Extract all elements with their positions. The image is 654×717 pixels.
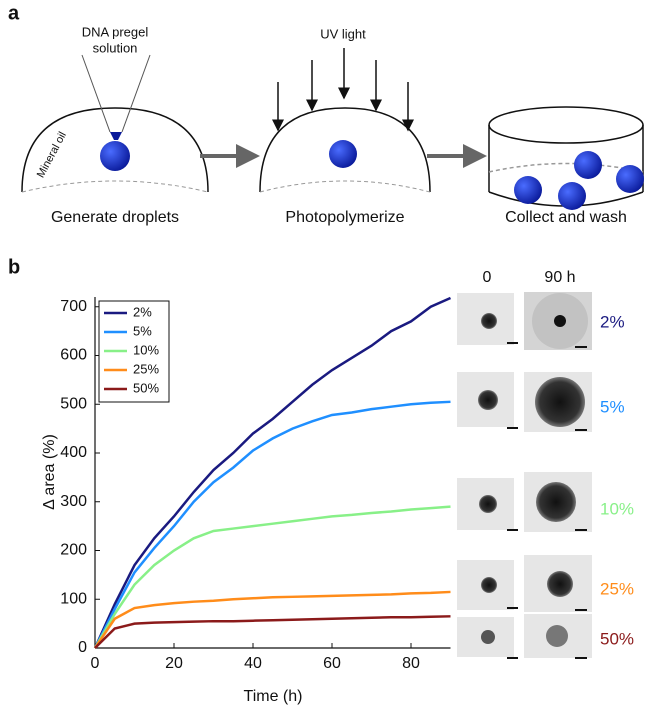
y-tick-label: 0 [78, 639, 87, 656]
droplet [616, 165, 644, 193]
pipette [121, 54, 151, 133]
image-row-label: 25% [600, 579, 634, 598]
droplet [329, 140, 357, 168]
y-tick-label: 600 [60, 347, 87, 364]
image-row-label: 10% [600, 499, 634, 518]
x-tick-label: 40 [244, 655, 262, 672]
droplet [100, 141, 130, 171]
image-header: 0 [483, 269, 492, 286]
step-label: Collect and wash [505, 209, 627, 226]
pipette-label: DNA pregel [82, 24, 149, 39]
y-tick-label: 700 [60, 298, 87, 315]
series-line [93, 400, 451, 649]
droplet [514, 176, 542, 204]
series-line [93, 590, 451, 649]
image-row-label: 2% [600, 312, 625, 331]
x-tick-label: 20 [165, 655, 183, 672]
image-header: 90 h [544, 269, 575, 286]
pipette-tip [110, 132, 122, 140]
dome [259, 107, 431, 193]
dome-base [21, 180, 209, 193]
dome-base [259, 180, 431, 193]
series-line [94, 615, 451, 649]
y-axis-label: Δ area (%) [41, 434, 58, 510]
legend-label: 2% [133, 304, 152, 319]
y-tick-label: 100 [60, 590, 87, 607]
y-tick-label: 400 [60, 444, 87, 461]
image-row-label: 5% [600, 397, 625, 416]
y-tick-label: 300 [60, 493, 87, 510]
image-row-label: 50% [600, 629, 634, 648]
uv-label: UV light [320, 26, 366, 41]
uv-arrows [272, 48, 414, 132]
legend-label: 50% [133, 380, 159, 395]
y-tick-label: 500 [60, 395, 87, 412]
x-tick-label: 60 [323, 655, 341, 672]
y-tick-label: 200 [60, 542, 87, 559]
pipette-label: solution [93, 40, 138, 55]
x-axis-label: Time (h) [244, 688, 303, 705]
micrographs [457, 292, 592, 659]
step-label: Photopolymerize [285, 209, 404, 226]
x-tick-label: 80 [402, 655, 420, 672]
panel-label: a [8, 2, 20, 24]
panel-label: b [8, 256, 20, 278]
step-label: Generate droplets [51, 209, 179, 226]
legend-label: 10% [133, 342, 159, 357]
pipette [81, 54, 111, 133]
series-line [93, 296, 452, 649]
legend-label: 25% [133, 361, 159, 376]
oil-label: Mineral oil [35, 130, 69, 180]
legend-label: 5% [133, 323, 152, 338]
droplet [574, 151, 602, 179]
x-tick-label: 0 [91, 655, 100, 672]
droplet [558, 182, 586, 210]
dome [21, 107, 209, 193]
series-line [93, 505, 451, 649]
